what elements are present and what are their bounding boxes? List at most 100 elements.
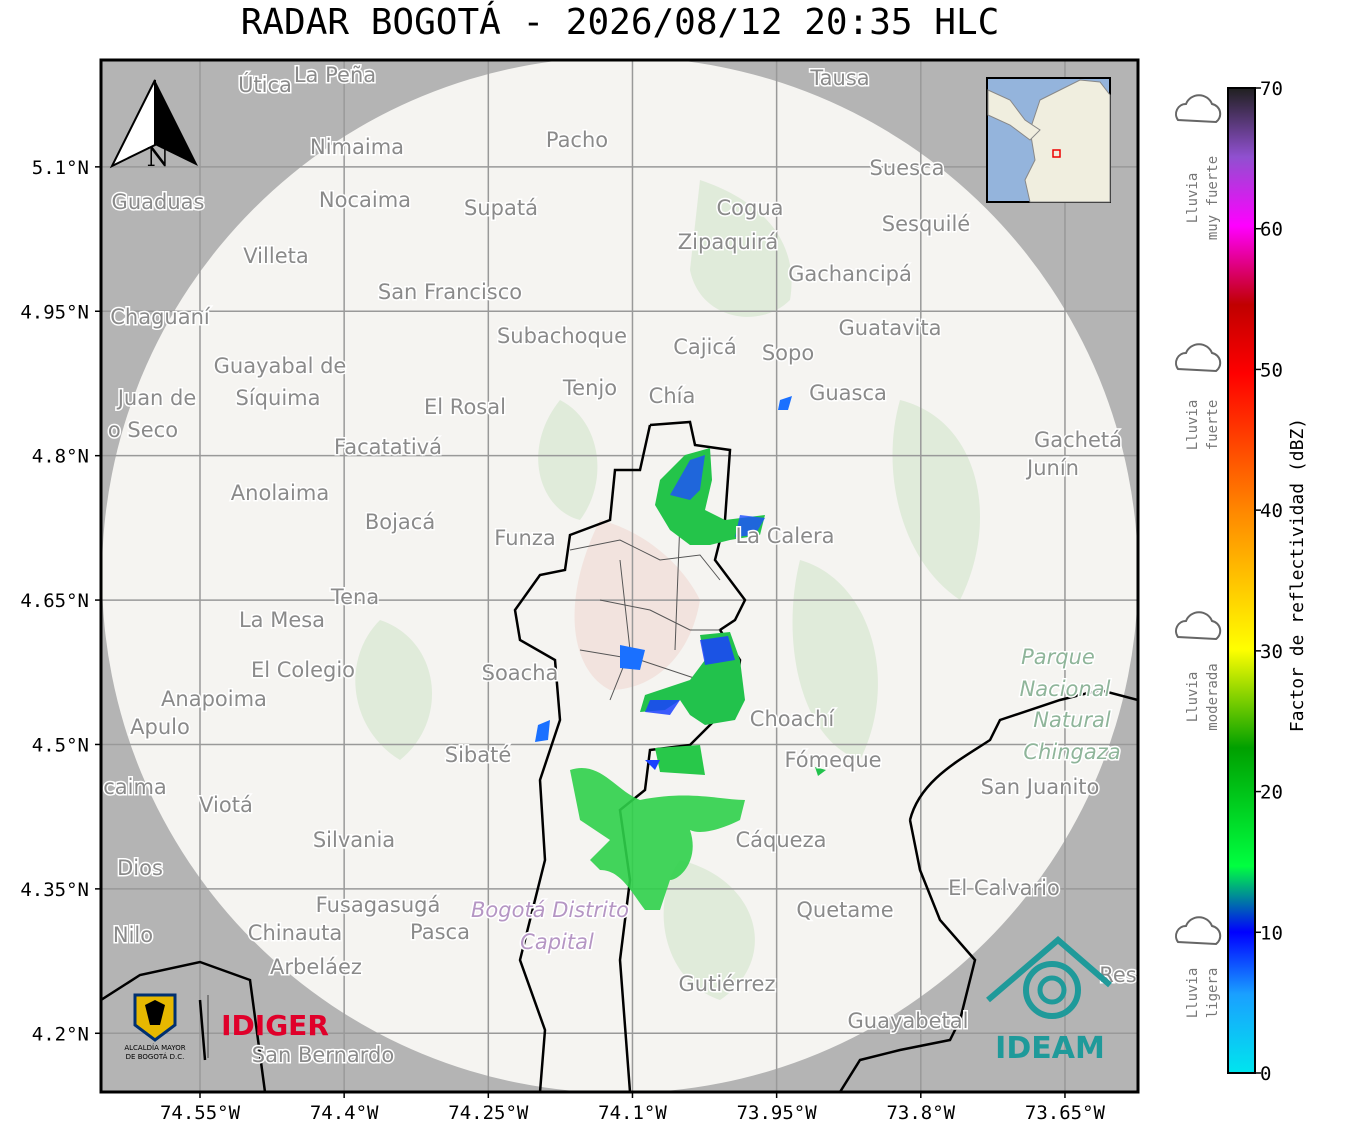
place-label: La Peña	[294, 63, 376, 87]
y-tick-label: 4.8°N	[32, 446, 89, 468]
place-label: Natural	[1033, 708, 1111, 732]
place-label: El Rosal	[424, 395, 506, 419]
legend-text: Lluvia	[1185, 173, 1201, 224]
map-frame	[99, 58, 1140, 1094]
legend-text: Lluvia	[1185, 400, 1201, 451]
y-tick-label: 5.1°N	[32, 157, 89, 179]
inset-map	[986, 77, 1111, 203]
place-label: Nocaima	[319, 188, 411, 212]
place-label: Nacional	[1020, 677, 1111, 701]
place-label: Villeta	[243, 244, 308, 268]
x-tick-label: 74.55°W	[160, 1102, 241, 1124]
north-arrow: N	[109, 79, 198, 173]
place-label: El Calvario	[948, 876, 1060, 900]
place-label: Guatavita	[839, 316, 942, 340]
place-label: Fómeque	[784, 748, 881, 772]
place-label: Arbeláez	[270, 955, 362, 979]
x-tick-label: 73.95°W	[737, 1102, 818, 1124]
place-label: Facatativá	[334, 435, 442, 459]
logo-text: DE BOGOTÁ D.C.	[126, 1052, 185, 1061]
legend-text: ligera	[1205, 968, 1221, 1019]
logo-ideam-text: IDEAM	[995, 1031, 1105, 1066]
colorbar-tick-label: 40	[1260, 500, 1283, 522]
weather-icon	[1175, 343, 1222, 373]
place-label: El Colegio	[251, 658, 355, 682]
place-label: Cogua	[716, 196, 783, 220]
place-label: Capital	[520, 930, 594, 954]
place-label: Útica	[238, 72, 292, 97]
urban-area	[574, 520, 700, 690]
place-label: Chinauta	[248, 921, 342, 945]
x-tick-label: 74.1°W	[598, 1102, 667, 1124]
y-tick-label: 4.95°N	[20, 301, 89, 323]
place-label: Bojacá	[365, 510, 435, 534]
logo-text: ALCALDÍA MAYOR	[124, 1043, 185, 1052]
place-label: Chaguaní	[110, 305, 211, 329]
place-label: Funza	[494, 526, 555, 550]
y-tick-label: 4.65°N	[20, 590, 89, 612]
colorbar-label: Factor de reflectividad (dBZ)	[1287, 418, 1308, 732]
place-label: Pacho	[546, 128, 608, 152]
axes: 74.55°W 74.4°W 74.25°W 74.1°W 73.95°W 73.8°W 7…	[20, 157, 1105, 1124]
place-label: Cajicá	[673, 335, 737, 359]
place-label: Sopo	[762, 341, 814, 365]
place-label: Apulo	[130, 715, 190, 739]
place-label: La Calera	[735, 524, 834, 548]
logo-idiger: IDIGER	[221, 1009, 329, 1042]
x-tick-label: 73.65°W	[1025, 1102, 1106, 1124]
colorbar-tick-label: 20	[1260, 782, 1283, 804]
colorbar-tick-label: 70	[1260, 78, 1283, 100]
colorbar-tick-label: 30	[1260, 641, 1283, 663]
map: Útica La Peña Tausa Pacho Nimaima Guaduas Noca…	[101, 60, 1138, 1092]
legend-text: Lluvia	[1185, 672, 1201, 723]
place-label: Soacha	[482, 661, 559, 685]
place-label: Supatá	[464, 196, 538, 220]
place-label: Anolaima	[231, 481, 329, 505]
x-tick-label: 73.8°W	[886, 1102, 955, 1124]
place-label: Anapoima	[161, 687, 267, 711]
place-label: Gachancipá	[788, 262, 912, 286]
place-label: Juan de	[116, 386, 197, 410]
place-label: o Seco	[108, 418, 178, 442]
y-tick-label: 4.2°N	[32, 1023, 89, 1045]
place-label: Suesca	[870, 156, 945, 180]
colorbar-tick-label: 10	[1260, 922, 1283, 944]
legend-text: muy fuerte	[1205, 156, 1221, 240]
place-label: Sesquilé	[882, 212, 970, 236]
place-label: Chía	[649, 384, 696, 408]
colorbar	[1227, 87, 1256, 1074]
place-label: Parque	[1021, 645, 1095, 669]
place-label: Tena	[330, 585, 379, 609]
weather-icon	[1175, 94, 1222, 124]
place-label: San Francisco	[378, 280, 522, 304]
place-label: San Bernardo	[252, 1043, 394, 1067]
place-label: Guasca	[809, 381, 887, 405]
place-label: Guayabal de	[214, 354, 347, 378]
place-label: Tenjo	[562, 376, 617, 400]
place-label: Choachí	[750, 707, 836, 731]
place-label: Junín	[1025, 456, 1079, 480]
place-label: Gutiérrez	[679, 972, 776, 996]
place-label: Zipaquirá	[678, 230, 778, 254]
place-label: Silvania	[313, 828, 395, 852]
place-label: Viotá	[199, 793, 253, 817]
place-label: Nimaima	[310, 135, 404, 159]
place-label: caima	[103, 775, 167, 799]
colorbar-axis: 0 10 20 30 40 50 60 70	[1255, 78, 1283, 1085]
colorbar-tick-label: 50	[1260, 359, 1283, 381]
place-label: Bogotá Distrito	[471, 898, 629, 922]
place-label: Pasca	[410, 920, 470, 944]
weather-icon	[1175, 611, 1222, 641]
legend-text: moderada	[1205, 663, 1221, 730]
weather-icon	[1175, 916, 1222, 946]
place-label: Quetame	[796, 898, 893, 922]
place-label: Tausa	[809, 66, 869, 90]
place-label: Dios	[117, 856, 163, 880]
place-label: Sibaté	[445, 743, 512, 767]
x-tick-label: 74.25°W	[448, 1102, 529, 1124]
colorbar-tick-label: 60	[1260, 219, 1283, 241]
grid	[101, 60, 1138, 1092]
precip-echoes	[535, 396, 826, 910]
